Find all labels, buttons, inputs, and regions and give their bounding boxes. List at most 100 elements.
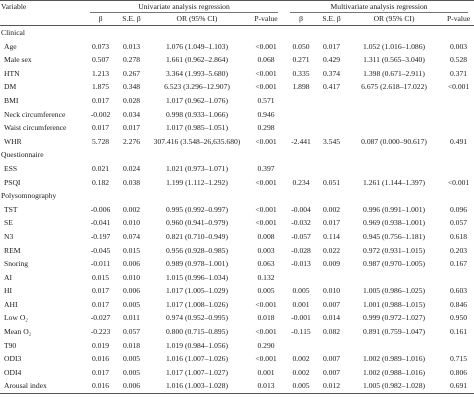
uni-beta-cell: -0.041 xyxy=(90,218,111,228)
variable-cell: SE xyxy=(4,218,13,228)
uni-se-cell: 0.013 xyxy=(122,41,141,51)
multi-se-cell: 0.114 xyxy=(323,231,340,241)
table-row: T90 0.019 0.018 1.019 (0.984–1.056) 0.290 xyxy=(0,339,474,353)
multi-or-cell: 0.972 (0.931–1.015) xyxy=(363,245,426,255)
uni-se-cell: 0.057 xyxy=(122,327,141,337)
multi-p-cell xyxy=(443,121,474,135)
multi-se-cell: 0.010 xyxy=(322,286,341,296)
variable-cell: Male sex xyxy=(4,55,32,65)
uni-or-cell: 1.016 (1.003–1.028) xyxy=(146,379,248,395)
multi-beta-cell xyxy=(284,339,318,353)
table-body: Clinical Age 0.073 0.013 1.076 (1.049–1.103)… xyxy=(0,26,474,395)
uni-se-cell: 0.024 xyxy=(122,163,141,173)
multi-beta-cell xyxy=(284,162,318,176)
uni-or-cell: 1.199 (1.112–1.292) xyxy=(166,177,228,187)
uni-beta-cell: -0.027 xyxy=(90,313,111,323)
variable-cell: Arousal index xyxy=(0,379,84,395)
multi-or-cell: 1.001 (0.988–1.015) xyxy=(363,299,426,309)
uni-p-cell: 0.298 xyxy=(257,123,275,133)
variable-cell: AHI xyxy=(4,299,18,309)
uni-p-cell: 0.005 xyxy=(257,286,275,296)
multi-se-cell: 0.429 xyxy=(322,55,341,65)
uni-or-cell: 1.016 (1.007–1.026) xyxy=(165,354,228,364)
multi-p-cell xyxy=(443,162,474,176)
uni-or-cell: 1.017 (0.985–1.051) xyxy=(165,123,228,133)
table-row: DM 1.875 0.348 6.523 (3.296–12.907) <0.001 1.… xyxy=(0,80,474,94)
multi-beta-cell: -0.013 xyxy=(291,259,311,269)
multi-beta-cell: 1.898 xyxy=(292,82,310,92)
multi-p-cell: 0.003 xyxy=(449,41,468,51)
univariate-header-label: Univariate analysis regression xyxy=(90,1,279,13)
table-row: Male sex 0.507 0.278 1.661 (0.962–2.864) 0.0… xyxy=(0,53,474,67)
multi-beta-cell: 0.005 xyxy=(292,286,310,296)
variable-cell: REM xyxy=(4,245,21,255)
uni-beta-cell: -0.045 xyxy=(90,245,111,255)
variable-cell: AI xyxy=(4,272,13,282)
multi-or-cell: 0.996 (0.991–1.001) xyxy=(363,204,426,214)
uni-beta-cell: 0.017 xyxy=(91,95,110,105)
variable-cell: Waist circumference xyxy=(4,123,67,133)
table-row: WHR 5.728 2.276 307.416 (3.548–26,635.680) <… xyxy=(0,135,474,149)
variable-cell: T90 xyxy=(4,340,17,350)
uni-se-header: S.E. β xyxy=(117,13,146,26)
multi-or-cell: 0.891 (0.759–1.047) xyxy=(363,327,426,337)
table-row: AHI 0.017 0.005 1.017 (1.008–1.026) <0.001 0.… xyxy=(0,298,474,312)
uni-se-cell: 0.010 xyxy=(122,218,141,228)
table-row: N3 -0.197 0.074 0.821 (0.710–0.949) 0.008 -0.… xyxy=(0,230,474,244)
multi-beta-cell: -0.057 xyxy=(291,231,311,241)
multi-se-cell: 0.417 xyxy=(322,82,341,92)
uni-or-cell: 1.017 (0.962–1.076) xyxy=(165,95,228,105)
variable-cell: Neck circumference xyxy=(4,109,66,119)
uni-p-cell: 0.132 xyxy=(257,272,275,282)
uni-p-cell: 0.063 xyxy=(257,259,275,269)
variable-cell: Mean O₂ xyxy=(4,327,32,337)
multi-p-cell: 0.167 xyxy=(449,259,468,269)
variable-cell: ODI3 xyxy=(4,354,22,364)
uni-p-cell: <0.001 xyxy=(255,204,277,214)
uni-se-cell: 0.028 xyxy=(122,95,141,105)
multi-p-cell: 0.161 xyxy=(449,327,468,337)
section-title: Polysomnography xyxy=(1,191,57,201)
multi-p-cell: 0.096 xyxy=(449,204,468,214)
multi-p-cell: 0.203 xyxy=(449,245,468,255)
uni-or-cell: 0.989 (0.978–1.001) xyxy=(165,259,228,269)
multi-p-cell: 0.806 xyxy=(449,367,468,377)
multi-beta-header: β xyxy=(284,13,319,26)
multi-beta-cell: 0.335 xyxy=(292,68,310,78)
uni-p-cell: 0.571 xyxy=(257,95,275,105)
table-row: HI 0.017 0.006 1.017 (1.005–1.029) 0.005 0.00… xyxy=(0,284,474,298)
uni-or-cell: 0.998 (0.933–1.066) xyxy=(165,109,228,119)
section-title: Clinical xyxy=(1,28,26,37)
multi-beta-cell: 0.271 xyxy=(292,55,310,65)
multi-se-cell xyxy=(318,339,345,353)
multi-p-cell: 0.057 xyxy=(449,218,468,228)
uni-p-cell: <0.001 xyxy=(255,41,277,51)
multi-se-cell: 0.002 xyxy=(322,204,341,214)
uni-se-cell: 0.074 xyxy=(122,231,141,241)
uni-p-cell: <0.001 xyxy=(255,354,277,364)
table-row: Arousal index 0.016 0.006 1.016 (1.003–1.02… xyxy=(0,379,474,395)
multi-se-cell xyxy=(318,271,345,285)
variable-cell: N3 xyxy=(4,231,14,241)
uni-p-cell: <0.001 xyxy=(255,68,277,78)
uni-p-cell: 0.018 xyxy=(257,313,275,323)
multi-beta-cell xyxy=(284,271,318,285)
variable-cell: PSQI xyxy=(4,177,21,187)
uni-p-cell: <0.001 xyxy=(255,177,277,187)
uni-se-cell: 0.278 xyxy=(122,55,141,65)
multi-or-cell: 1.005 (0.982–1.028) xyxy=(345,379,444,395)
multi-or-cell xyxy=(345,108,443,122)
uni-beta-header: β xyxy=(84,13,117,26)
variable-cell: Snoring xyxy=(4,259,29,269)
uni-or-cell: 0.995 (0.992–0.997) xyxy=(165,204,228,214)
table-row: Waist circumference 0.017 0.017 1.017 (0.98… xyxy=(0,121,474,135)
uni-p-cell: 0.068 xyxy=(257,55,275,65)
multi-se-cell xyxy=(318,94,345,108)
table-row: Age 0.073 0.013 1.076 (1.049–1.103) <0.001 0.… xyxy=(0,40,474,54)
uni-se-cell: 0.006 xyxy=(122,286,141,296)
multi-or-cell: 0.087 (0.000–90.617) xyxy=(361,136,427,146)
uni-beta-cell: 0.016 xyxy=(91,354,110,364)
multi-p-cell: 0.846 xyxy=(449,299,468,309)
uni-beta-cell: -0.006 xyxy=(90,204,111,214)
